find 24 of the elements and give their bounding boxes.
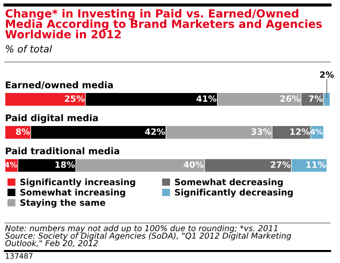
data-label: 8% bbox=[16, 128, 30, 135]
data-label: 18% bbox=[56, 161, 75, 168]
data-label: 11% bbox=[306, 161, 326, 168]
legend-label: Staying the same bbox=[20, 199, 106, 208]
legend-label: Somewhat increasing bbox=[20, 188, 126, 198]
legend-label: Somewhat decreasing bbox=[175, 178, 283, 188]
y-tick-label: Paid digital media bbox=[6, 114, 98, 124]
chart-title: Change* in Investing in Paid vs. Earned/Owned Media According to Brand Marketers and Agencies Worldwide in 2012 bbox=[5, 9, 322, 38]
data-label: 26% bbox=[280, 95, 300, 102]
y-tick-label: Paid traditional media bbox=[6, 147, 120, 154]
chart-subtitle: % of total bbox=[6, 45, 52, 53]
data-label: 27% bbox=[270, 161, 290, 168]
data-label: 33% bbox=[251, 128, 272, 135]
legend-label: Significantly decreasing bbox=[175, 188, 293, 198]
y-tick-label: Earned/owned media bbox=[6, 81, 113, 90]
data-label: 25% bbox=[64, 95, 85, 102]
data-label: 12% bbox=[290, 128, 310, 135]
data-label: 41% bbox=[196, 95, 216, 102]
data-label: 42% bbox=[145, 128, 165, 135]
text: Note: numbers may not add up to 100% due to rounding; *vs. 2011 Source: Society of Digital Agencies (SoDA), "Q1 2012 Digital Marketing Outlook," Feb 20, 2012 bbox=[5, 225, 292, 248]
data-label: 2% bbox=[320, 71, 334, 78]
data-label: 7% bbox=[308, 95, 323, 102]
data-label: 40% bbox=[184, 161, 204, 168]
legend-label: Significantly increasing bbox=[20, 178, 136, 188]
